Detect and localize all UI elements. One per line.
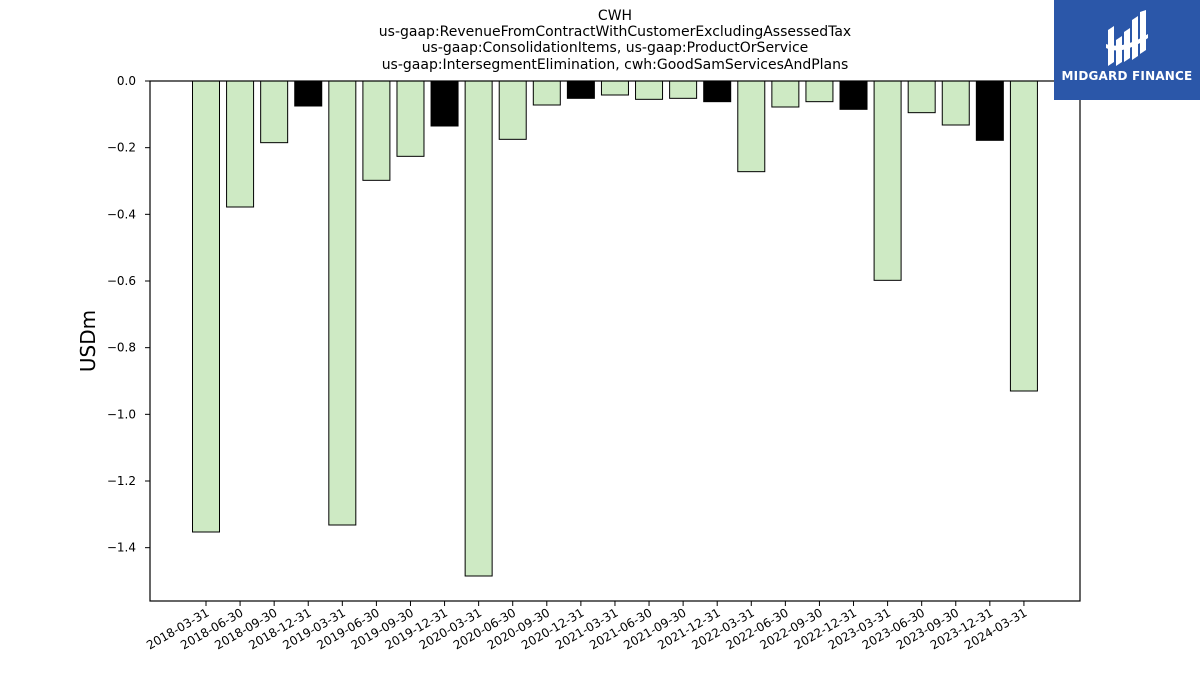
y-tick-label: 0.0 [117, 74, 136, 88]
bar [430, 80, 459, 127]
chart-title-line: us-gaap:IntersegmentElimination, cwh:Goo… [382, 57, 849, 73]
chart-title: CWH us-gaap:RevenueFromContractWithCusto… [379, 8, 851, 73]
y-tick-label: −1.4 [107, 541, 136, 555]
bar [907, 80, 936, 114]
bar [839, 80, 868, 110]
bar [192, 80, 220, 533]
bar [1009, 80, 1038, 392]
plot-frame [149, 80, 1081, 602]
bar [873, 80, 902, 281]
bar [328, 80, 357, 526]
y-tick-label: −0.4 [107, 207, 136, 221]
bar [396, 80, 425, 157]
y-tick-label: −1.2 [107, 474, 136, 488]
bar [362, 80, 391, 181]
chart-title-line: us-gaap:RevenueFromContractWithCustomerE… [379, 24, 851, 40]
y-tick-label: −0.8 [107, 341, 136, 355]
bar [703, 80, 732, 103]
bar [464, 80, 493, 577]
bar-series [192, 80, 1038, 577]
midgard-finance-logo: MIDGARD FINANCE [1054, 0, 1200, 100]
bar [975, 80, 1004, 141]
bar [635, 80, 664, 100]
bar [566, 80, 595, 99]
bar [498, 80, 527, 140]
x-axis: 2018-03-312018-06-302018-09-302018-12-31… [144, 601, 1029, 652]
bar [260, 80, 289, 144]
y-axis-label: USDm [76, 310, 100, 372]
y-tick-label: −0.6 [107, 274, 136, 288]
bar [600, 80, 629, 96]
y-axis: 0.0 −0.2 −0.4 −0.6 −0.8 −1.0 −1.2 −1.4 [107, 74, 150, 555]
y-tick-label: −0.2 [107, 141, 136, 155]
y-tick-label: −1.0 [107, 407, 136, 421]
bar [737, 80, 766, 173]
logo-mark-icon [1106, 10, 1148, 66]
bar [294, 80, 323, 107]
bar [532, 80, 561, 106]
bar [805, 80, 834, 103]
logo-text: MIDGARD FINANCE [1061, 69, 1193, 83]
bar [669, 80, 698, 99]
bar [771, 80, 800, 108]
chart-title-line: CWH [598, 8, 632, 24]
bar [941, 80, 970, 126]
chart-title-line: us-gaap:ConsolidationItems, us-gaap:Prod… [422, 40, 809, 56]
bar [226, 80, 255, 208]
